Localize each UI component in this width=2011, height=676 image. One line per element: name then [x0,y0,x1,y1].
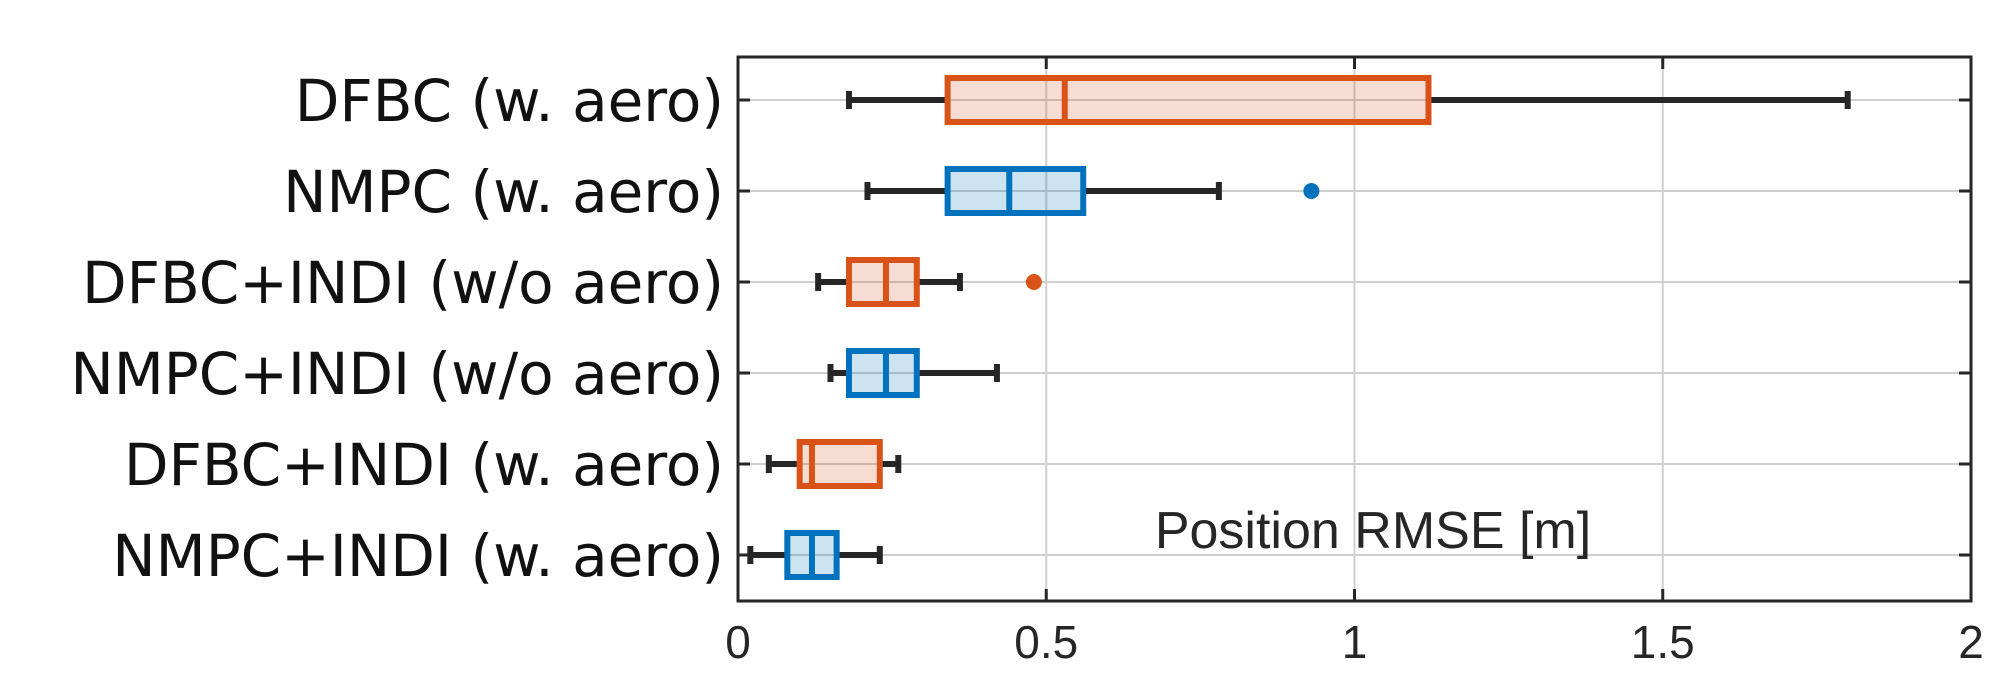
outlier-point [1025,274,1042,290]
x-tick-label: 1 [1342,616,1368,668]
x-tick-label: 1.5 [1631,616,1695,668]
iqr-box [845,348,920,398]
category-labels: DFBC (w. aero) NMPC (w. aero) DFBC+INDI (w… [70,67,724,590]
x-tick-label: 0 [725,616,751,668]
category-label: NMPC+INDI (w/o aero) [70,340,724,408]
category-label: DFBC (w. aero) [295,67,724,135]
x-tick-label: 0.5 [1014,616,1078,668]
box-series [747,75,1851,580]
outlier-point [1303,183,1320,199]
iqr-box [845,257,920,307]
category-label: DFBC+INDI (w/o aero) [82,249,724,317]
category-label: DFBC+INDI (w. aero) [124,431,724,499]
box-item [864,166,1320,216]
category-label: NMPC+INDI (w. aero) [112,522,724,590]
category-label: NMPC (w. aero) [283,158,724,226]
iqr-box [944,75,1432,125]
box-item [747,530,883,580]
box-item [815,257,1042,307]
axis-ticks [736,57,1973,601]
x-tick-label: 2 [1958,616,1984,668]
box-item [765,439,902,489]
chart-annotation: Position RMSE [m] [1155,502,1591,560]
iqr-box [944,166,1087,216]
box-item [827,348,1000,398]
box-item [845,75,1851,125]
x-tick-labels: 0 0.5 1 1.5 2 [725,616,1984,668]
